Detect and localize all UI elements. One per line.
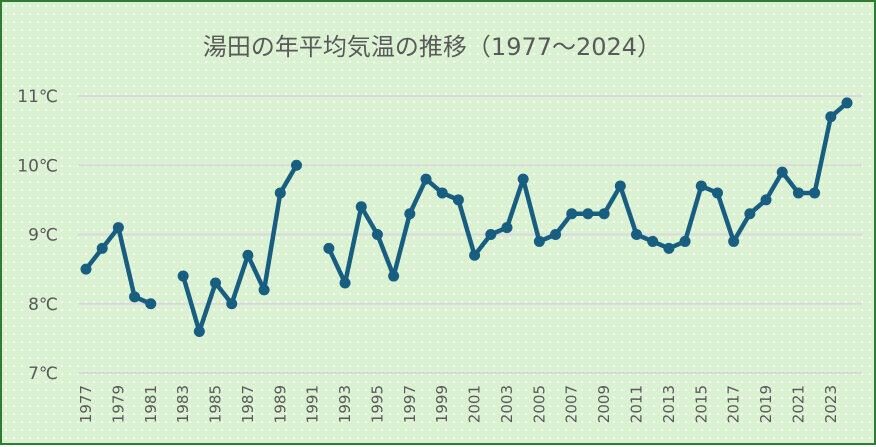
data-point [760, 194, 772, 206]
data-point [566, 208, 578, 220]
data-point [80, 263, 92, 275]
series-line [180, 163, 299, 334]
x-tick-label: 2013 [660, 385, 678, 423]
y-tick-label: 11℃ [17, 87, 58, 107]
x-tick-label: 2021 [789, 385, 807, 423]
y-tick-label: 7℃ [28, 364, 58, 384]
x-tick-label: 1985 [207, 385, 225, 423]
data-point [436, 187, 448, 199]
x-tick-label: 1995 [368, 385, 386, 423]
x-tick-label: 2009 [595, 385, 613, 423]
data-point [825, 111, 837, 123]
data-point [711, 187, 723, 199]
x-tick-label: 1979 [109, 385, 127, 423]
data-point [112, 222, 124, 234]
x-tick-label: 1989 [271, 385, 289, 423]
data-point [517, 173, 529, 185]
data-point [469, 249, 481, 261]
x-tick-label: 2001 [466, 385, 484, 423]
x-tick-label: 1987 [239, 385, 257, 423]
data-point [339, 277, 351, 289]
x-tick-label: 2011 [628, 385, 646, 423]
data-point [452, 194, 464, 206]
data-point [226, 298, 238, 310]
data-point [96, 242, 108, 254]
data-point [792, 187, 804, 199]
x-tick-label: 1981 [142, 385, 160, 423]
data-point [210, 277, 222, 289]
x-tick-label: 2007 [563, 385, 581, 423]
data-point [371, 229, 383, 240]
series-line [326, 100, 850, 286]
series-line [83, 225, 154, 306]
data-point [744, 208, 756, 220]
data-point [290, 159, 302, 171]
data-point [274, 187, 286, 199]
data-point [776, 166, 788, 178]
data-point [679, 235, 691, 247]
data-point [695, 180, 707, 192]
y-tick-label: 9℃ [28, 226, 58, 246]
data-point [355, 201, 367, 213]
x-tick-label: 2023 [822, 385, 840, 423]
x-tick-label: 2017 [725, 385, 743, 423]
data-point [647, 235, 659, 247]
data-point [485, 229, 497, 240]
data-point [533, 235, 545, 247]
data-point [323, 242, 335, 254]
x-tick-label: 1977 [77, 385, 95, 423]
data-point [420, 173, 432, 185]
data-point [404, 208, 416, 220]
x-tick-label: 2015 [692, 385, 710, 423]
data-point [631, 229, 643, 240]
x-tick-label: 1983 [174, 385, 192, 423]
data-point [582, 208, 594, 220]
data-point [193, 325, 205, 337]
chart-title: 湯田の年平均気温の推移（1977～2024） [203, 33, 661, 61]
y-tick-label: 8℃ [28, 295, 58, 315]
x-tick-label: 1999 [433, 385, 451, 423]
data-point [388, 270, 400, 282]
data-point [663, 242, 675, 254]
data-point [242, 249, 254, 261]
data-point [841, 97, 853, 109]
x-tick-label: 2005 [530, 385, 548, 423]
data-point [728, 235, 740, 247]
x-tick-label: 1997 [401, 385, 419, 423]
x-tick-label: 2019 [757, 385, 775, 423]
data-point [550, 229, 562, 240]
data-point [129, 291, 141, 303]
x-tick-label: 2003 [498, 385, 516, 423]
x-tick-label: 1991 [304, 385, 322, 423]
y-tick-label: 10℃ [17, 156, 58, 176]
data-point [614, 180, 626, 192]
data-point [501, 222, 513, 234]
data-point [258, 284, 270, 296]
data-point [145, 298, 157, 310]
data-point [598, 208, 610, 220]
data-point [809, 187, 821, 199]
x-tick-label: 1993 [336, 385, 354, 423]
data-point [177, 270, 189, 282]
